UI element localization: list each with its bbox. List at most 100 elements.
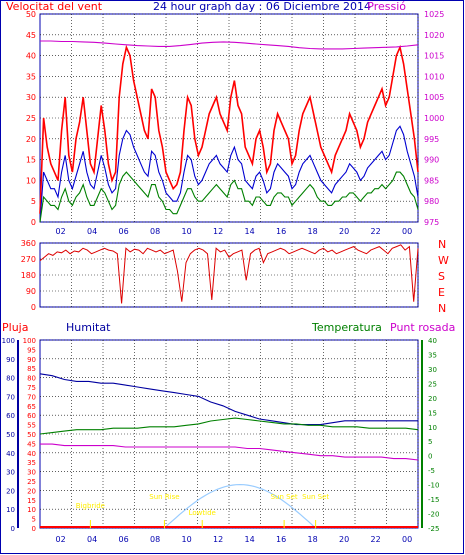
wind-hour-tick-label: 20 bbox=[339, 227, 349, 236]
humidity-hour-tick-label: 16 bbox=[276, 535, 286, 544]
compass-label: S bbox=[438, 270, 445, 283]
rain-tick-label: 85 bbox=[27, 365, 36, 373]
wind-series-pressure bbox=[40, 40, 419, 50]
temperature-tick-label: -10 bbox=[428, 482, 439, 490]
humidity-tick-label: 90 bbox=[6, 356, 15, 364]
wind-hour-tick-label: 02 bbox=[56, 227, 66, 236]
rain-tick-label: 50 bbox=[27, 431, 36, 439]
rain-tick-label: 20 bbox=[27, 487, 36, 495]
wind-speed-tick-label: 45 bbox=[26, 31, 36, 40]
temperature-tick-label: 30 bbox=[428, 366, 437, 374]
rain-tick-label: 75 bbox=[27, 384, 36, 392]
wind-speed-tick-label: 5 bbox=[31, 197, 36, 206]
humidity-hour-tick-label: 04 bbox=[87, 535, 97, 544]
pressure-label: Pressió bbox=[367, 0, 406, 13]
wind-speed-tick-label: 10 bbox=[26, 176, 36, 185]
humidity-hour-ticks: 02 04 06 08 10 12 14 16 18 20 22 00 bbox=[56, 535, 413, 544]
wind-speed-tick-label: 35 bbox=[26, 72, 36, 81]
wind-hour-tick-label: 22 bbox=[371, 227, 381, 236]
wind-series-speed bbox=[39, 125, 419, 223]
rain-tick-label: 25 bbox=[27, 478, 36, 486]
direction-degree-label: 270 bbox=[21, 255, 36, 264]
pressure-tick-label: 1020 bbox=[424, 31, 444, 40]
wind-series-gust bbox=[39, 44, 419, 214]
direction-degree-label: 0 bbox=[31, 303, 36, 312]
compass-label: E bbox=[438, 286, 445, 299]
annotation-label: Sun Set bbox=[302, 493, 329, 501]
annotation-label: Lowtide bbox=[189, 509, 216, 517]
temperature-tick-label: 0 bbox=[428, 453, 432, 461]
wind-speed-label: Velocitat del vent bbox=[6, 0, 103, 13]
humidity-tick-label: 80 bbox=[6, 375, 15, 383]
humidity-tick-label: 30 bbox=[6, 469, 15, 477]
direction-series bbox=[39, 244, 419, 304]
rain-tick-label: 65 bbox=[27, 403, 36, 411]
compass-label: N bbox=[438, 238, 446, 251]
astro-annotations: Bigbride Sun Rise Lowtide Sun Set Sun Set bbox=[76, 493, 329, 528]
humidity-hour-tick-label: 08 bbox=[150, 535, 160, 544]
wind-direction-line bbox=[39, 244, 419, 304]
humidity-hour-tick-label: 18 bbox=[308, 535, 318, 544]
wind-hour-tick-label: 18 bbox=[308, 227, 318, 236]
rain-tick-label: 95 bbox=[27, 346, 36, 354]
pressure-tick-label: 1010 bbox=[424, 72, 444, 81]
temperature-tick-label: 15 bbox=[428, 409, 437, 417]
rain-tick-label: 60 bbox=[27, 412, 36, 420]
wind-hour-tick-label: 10 bbox=[182, 227, 192, 236]
humidity-hour-tick-label: 14 bbox=[245, 535, 255, 544]
rain-tick-label: 35 bbox=[27, 459, 36, 467]
humidity-grid bbox=[40, 339, 419, 529]
humidity-temp-ticks: 0510152025303540455055606570758085909510… bbox=[2, 337, 440, 533]
wind-hour-ticks: 02 04 06 08 10 12 14 16 18 20 22 00 bbox=[56, 227, 413, 236]
rain-tick-label: 100 bbox=[23, 337, 36, 345]
wind-speed-tick-label: 40 bbox=[26, 52, 36, 61]
direction-degree-label: 360 bbox=[21, 239, 36, 248]
series-humidity bbox=[39, 373, 418, 426]
temperature-axis-label: Temperatura bbox=[311, 321, 382, 334]
humidity-hour-tick-label: 12 bbox=[213, 535, 223, 544]
pressure-tick-label: 995 bbox=[424, 135, 439, 144]
pressure-tick-label: 1015 bbox=[424, 52, 444, 61]
wind-hour-tick-label: 00 bbox=[402, 227, 412, 236]
humidity-temp-panel: 0510152025303540455055606570758085909510… bbox=[2, 337, 440, 544]
wind-speed-tick-label: 20 bbox=[26, 135, 36, 144]
wind-hour-tick-label: 14 bbox=[245, 227, 255, 236]
rain-tick-label: 10 bbox=[27, 506, 36, 514]
rain-tick-label: 15 bbox=[27, 497, 36, 505]
humidity-tick-label: 50 bbox=[6, 431, 15, 439]
rain-tick-label: 30 bbox=[27, 469, 36, 477]
wind-speed-tick-label: 50 bbox=[26, 10, 36, 19]
humidity-hour-tick-label: 00 bbox=[402, 535, 412, 544]
rain-tick-label: 70 bbox=[27, 393, 36, 401]
sun-elevation-arc bbox=[163, 483, 317, 529]
wind-speed-tick-label: 30 bbox=[26, 93, 36, 102]
humidity-tick-label: 20 bbox=[6, 487, 15, 495]
temperature-tick-label: 25 bbox=[428, 380, 437, 388]
humidity-tick-label: 40 bbox=[6, 450, 15, 458]
pressure-tick-label: 1000 bbox=[424, 114, 444, 123]
temperature-tick-label: 20 bbox=[428, 395, 437, 403]
pressure-tick-label: 990 bbox=[424, 156, 439, 165]
wind-hour-tick-label: 12 bbox=[213, 227, 223, 236]
humidity-hour-tick-label: 02 bbox=[56, 535, 66, 544]
direction-degree-ticks: 0 90 180 270 360 bbox=[21, 239, 36, 312]
rain-tick-label: 80 bbox=[27, 375, 36, 383]
humidity-hour-tick-label: 22 bbox=[371, 535, 381, 544]
temperature-tick-label: -25 bbox=[428, 525, 439, 533]
wind-series-average bbox=[39, 171, 419, 223]
pressure-ticks: 975 980 985 990 995 1000 1005 1010 1015 1020 1025 bbox=[424, 10, 444, 227]
humidity-hour-tick-label: 06 bbox=[119, 535, 129, 544]
wind-speed-tick-label: 15 bbox=[26, 156, 36, 165]
rain-tick-label: 90 bbox=[27, 356, 36, 364]
wind-speed-tick-label: 25 bbox=[26, 114, 36, 123]
humidity-tick-label: 70 bbox=[6, 393, 15, 401]
rain-tick-label: 45 bbox=[27, 440, 36, 448]
pressure-tick-label: 1005 bbox=[424, 93, 444, 102]
rain-axis-label: Pluja bbox=[2, 321, 28, 334]
pressure-tick-label: 980 bbox=[424, 197, 439, 206]
temperature-tick-label: 5 bbox=[428, 438, 432, 446]
temperature-tick-label: 40 bbox=[428, 337, 437, 345]
